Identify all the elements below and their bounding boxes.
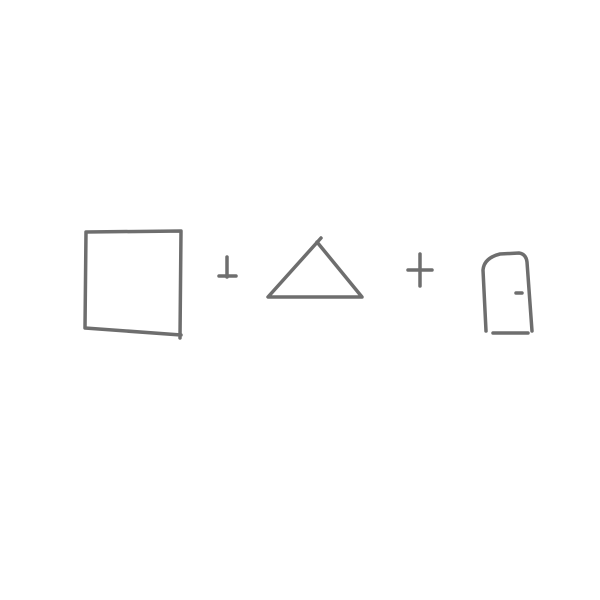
triangle-sketch bbox=[266, 236, 364, 299]
door-outline bbox=[481, 251, 534, 333]
plus-sign-1 bbox=[217, 255, 238, 279]
door-sketch bbox=[481, 251, 534, 335]
triangle-outline bbox=[266, 236, 364, 299]
square-outline bbox=[83, 229, 183, 340]
plus-sign-2 bbox=[406, 252, 434, 288]
square-sketch bbox=[83, 229, 183, 340]
